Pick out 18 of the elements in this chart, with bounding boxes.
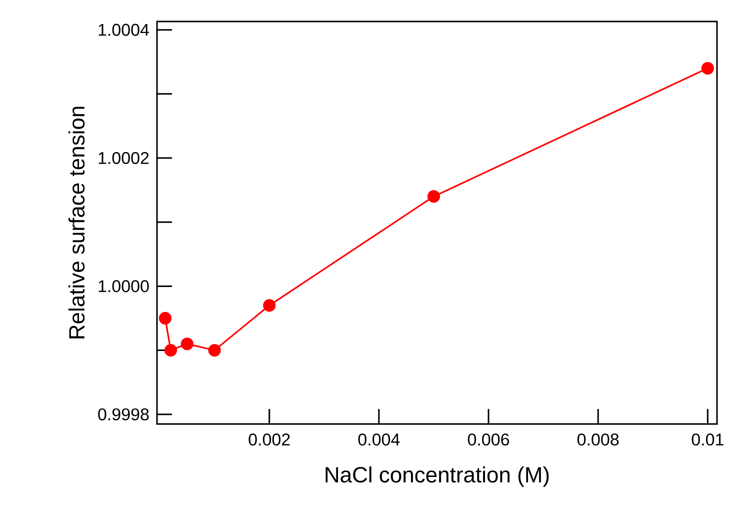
y-tick-label: 1.0002 — [98, 152, 149, 164]
y-tick-label: 1.0000 — [98, 280, 149, 292]
x-tick-label: 0.002 — [248, 434, 290, 446]
x-tick-label: 0.008 — [577, 434, 619, 446]
point — [701, 62, 714, 75]
x-tick-label: 0.01 — [692, 434, 724, 446]
point — [208, 344, 221, 357]
y-axis-title: Relative surface tension — [68, 106, 85, 338]
x-tick-label: 0.006 — [468, 434, 510, 446]
x-tick-label: 0.004 — [358, 434, 400, 446]
point — [158, 312, 172, 325]
point — [180, 338, 194, 350]
x-axis-title: NaCl concentration (M) — [326, 466, 549, 487]
y-tick-label: 1.0004 — [98, 24, 149, 36]
point — [263, 299, 276, 312]
point — [164, 344, 178, 357]
y-tick-label: 0.9998 — [98, 408, 149, 420]
point — [427, 190, 440, 203]
